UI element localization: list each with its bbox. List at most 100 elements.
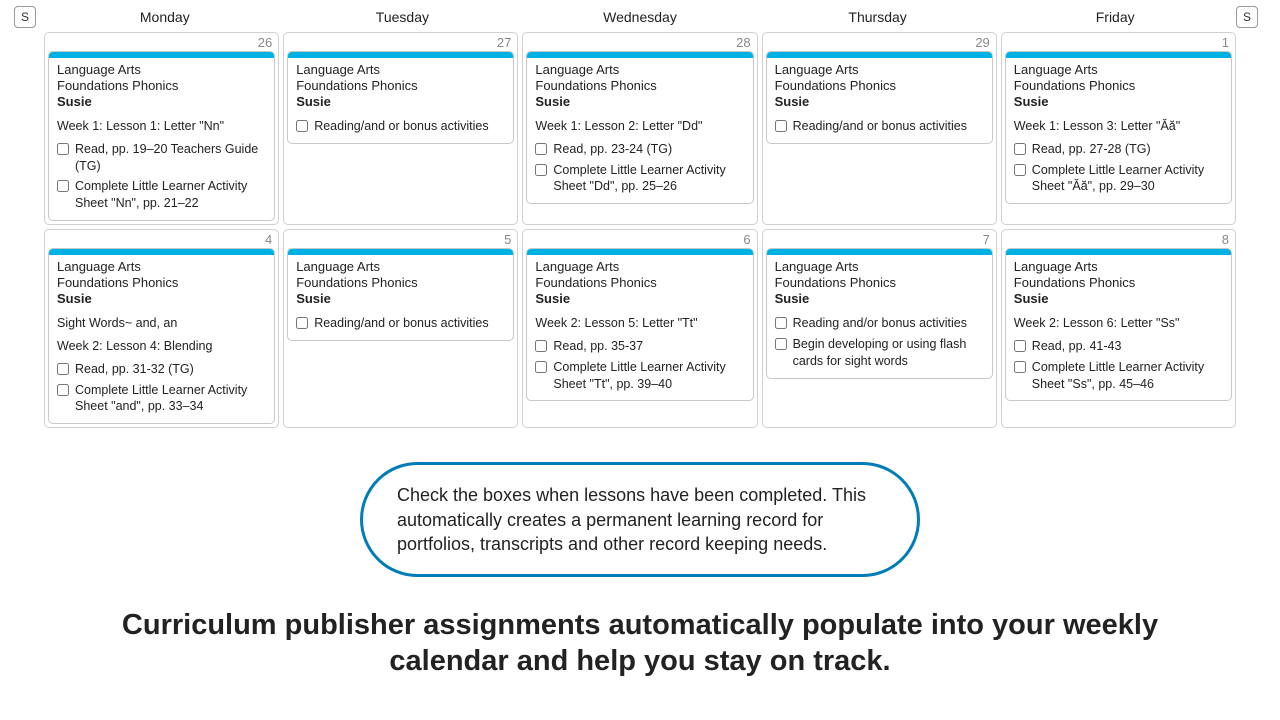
task-checkbox[interactable] bbox=[57, 363, 69, 375]
lesson-card[interactable]: Language ArtsFoundations PhonicsSusieWee… bbox=[1005, 248, 1232, 401]
day-cell[interactable]: 27Language ArtsFoundations PhonicsSusieR… bbox=[283, 32, 518, 225]
task-text: Reading/and or bonus activities bbox=[314, 118, 505, 135]
card-body: Week 1: Lesson 3: Letter "Ăă"Read, pp. 2… bbox=[1006, 116, 1231, 204]
lesson-title: Week 1: Lesson 3: Letter "Ăă" bbox=[1012, 116, 1225, 139]
task-checkbox[interactable] bbox=[1014, 164, 1026, 176]
subject-label: Language Arts bbox=[1014, 259, 1223, 275]
card-header: Language ArtsFoundations PhonicsSusie bbox=[288, 255, 513, 313]
lesson-card[interactable]: Language ArtsFoundations PhonicsSusieRea… bbox=[287, 248, 514, 341]
course-label: Foundations Phonics bbox=[296, 275, 505, 291]
lesson-card[interactable]: Language ArtsFoundations PhonicsSusieWee… bbox=[526, 248, 753, 401]
card-body: Week 2: Lesson 5: Letter "Tt"Read, pp. 3… bbox=[527, 313, 752, 401]
task-item: Read, pp. 35-37 bbox=[533, 336, 746, 357]
task-item: Read, pp. 23-24 (TG) bbox=[533, 139, 746, 160]
task-checkbox[interactable] bbox=[535, 164, 547, 176]
card-body: Reading/and or bonus activities bbox=[767, 116, 992, 143]
task-item: Reading/and or bonus activities bbox=[773, 116, 986, 137]
task-item: Read, pp. 41-43 bbox=[1012, 336, 1225, 357]
task-checkbox[interactable] bbox=[775, 338, 787, 350]
card-body: Week 1: Lesson 2: Letter "Dd" Read, pp. 2… bbox=[527, 116, 752, 204]
card-header: Language ArtsFoundations PhonicsSusie bbox=[288, 58, 513, 116]
saturday-toggle-button[interactable]: S bbox=[14, 6, 36, 28]
task-checkbox[interactable] bbox=[535, 143, 547, 155]
task-item: Complete Little Learner Activity Sheet "… bbox=[1012, 160, 1225, 198]
student-name: Susie bbox=[775, 291, 984, 307]
card-header: Language ArtsFoundations PhonicsSusie bbox=[527, 58, 752, 116]
task-checkbox[interactable] bbox=[296, 317, 308, 329]
date-number: 5 bbox=[504, 232, 511, 247]
day-cell[interactable]: 7Language ArtsFoundations PhonicsSusieRe… bbox=[762, 229, 997, 428]
date-number: 26 bbox=[258, 35, 272, 50]
lesson-card[interactable]: Language ArtsFoundations PhonicsSusieWee… bbox=[1005, 51, 1232, 204]
day-cell[interactable]: 5Language ArtsFoundations PhonicsSusieRe… bbox=[283, 229, 518, 428]
task-item: Complete Little Learner Activity Sheet "… bbox=[55, 176, 268, 214]
lesson-card[interactable]: Language ArtsFoundations PhonicsSusieRea… bbox=[766, 248, 993, 378]
lesson-card[interactable]: Language ArtsFoundations PhonicsSusieRea… bbox=[766, 51, 993, 144]
day-header-mon: Monday bbox=[48, 7, 282, 27]
day-cell[interactable]: 28Language ArtsFoundations PhonicsSusieW… bbox=[522, 32, 757, 225]
task-checkbox[interactable] bbox=[1014, 340, 1026, 352]
day-cell[interactable]: 29Language ArtsFoundations PhonicsSusieR… bbox=[762, 32, 997, 225]
day-header-thu: Thursday bbox=[761, 7, 995, 27]
date-number: 6 bbox=[743, 232, 750, 247]
student-name: Susie bbox=[775, 94, 984, 110]
sunday-toggle-button[interactable]: S bbox=[1236, 6, 1258, 28]
day-cell[interactable]: 26Language ArtsFoundations PhonicsSusieW… bbox=[44, 32, 279, 225]
calendar-view: S Monday Tuesday Wednesday Thursday Frid… bbox=[0, 0, 1280, 428]
info-callout: Check the boxes when lessons have been c… bbox=[360, 462, 920, 577]
task-text: Complete Little Learner Activity Sheet "… bbox=[553, 359, 744, 393]
course-label: Foundations Phonics bbox=[1014, 275, 1223, 291]
task-item: Reading/and or bonus activities bbox=[294, 313, 507, 334]
subject-label: Language Arts bbox=[1014, 62, 1223, 78]
task-checkbox[interactable] bbox=[57, 180, 69, 192]
day-header-fri: Friday bbox=[998, 7, 1232, 27]
callout-container: Check the boxes when lessons have been c… bbox=[0, 462, 1280, 577]
task-checkbox[interactable] bbox=[775, 317, 787, 329]
course-label: Foundations Phonics bbox=[1014, 78, 1223, 94]
task-text: Begin developing or using flash cards fo… bbox=[793, 336, 984, 370]
student-name: Susie bbox=[296, 94, 505, 110]
week-row: 4Language ArtsFoundations PhonicsSusieSi… bbox=[44, 229, 1236, 428]
card-body: Reading/and or bonus activities bbox=[288, 313, 513, 340]
day-cell[interactable]: 6Language ArtsFoundations PhonicsSusieWe… bbox=[522, 229, 757, 428]
card-body: Week 2: Lesson 6: Letter "Ss"Read, pp. 4… bbox=[1006, 313, 1231, 401]
course-label: Foundations Phonics bbox=[775, 78, 984, 94]
task-checkbox[interactable] bbox=[535, 361, 547, 373]
date-number: 7 bbox=[983, 232, 990, 247]
task-checkbox[interactable] bbox=[1014, 143, 1026, 155]
student-name: Susie bbox=[57, 291, 266, 307]
task-text: Read, pp. 35-37 bbox=[553, 338, 744, 355]
date-number: 4 bbox=[265, 232, 272, 247]
subject-label: Language Arts bbox=[535, 259, 744, 275]
task-checkbox[interactable] bbox=[535, 340, 547, 352]
lesson-card[interactable]: Language ArtsFoundations PhonicsSusieWee… bbox=[48, 51, 275, 221]
task-text: Read, pp. 23-24 (TG) bbox=[553, 141, 744, 158]
task-item: Complete Little Learner Activity Sheet "… bbox=[1012, 357, 1225, 395]
day-cell[interactable]: 8Language ArtsFoundations PhonicsSusieWe… bbox=[1001, 229, 1236, 428]
task-item: Read, pp. 27-28 (TG) bbox=[1012, 139, 1225, 160]
lesson-title: Week 1: Lesson 2: Letter "Dd" bbox=[533, 116, 746, 139]
day-header-tue: Tuesday bbox=[286, 7, 520, 27]
student-name: Susie bbox=[535, 291, 744, 307]
task-text: Complete Little Learner Activity Sheet "… bbox=[553, 162, 744, 196]
tagline-text: Curriculum publisher assignments automat… bbox=[60, 607, 1220, 680]
day-cell[interactable]: 1Language ArtsFoundations PhonicsSusieWe… bbox=[1001, 32, 1236, 225]
student-name: Susie bbox=[535, 94, 744, 110]
day-cell[interactable]: 4Language ArtsFoundations PhonicsSusieSi… bbox=[44, 229, 279, 428]
card-header: Language ArtsFoundations PhonicsSusie bbox=[49, 255, 274, 313]
lesson-card[interactable]: Language ArtsFoundations PhonicsSusieSig… bbox=[48, 248, 275, 424]
student-name: Susie bbox=[1014, 94, 1223, 110]
task-checkbox[interactable] bbox=[57, 143, 69, 155]
student-name: Susie bbox=[1014, 291, 1223, 307]
card-body: Week 1: Lesson 1: Letter "Nn"Read, pp. 1… bbox=[49, 116, 274, 220]
card-header: Language ArtsFoundations PhonicsSusie bbox=[1006, 255, 1231, 313]
task-checkbox[interactable] bbox=[57, 384, 69, 396]
date-number: 8 bbox=[1222, 232, 1229, 247]
card-header: Language ArtsFoundations PhonicsSusie bbox=[1006, 58, 1231, 116]
task-checkbox[interactable] bbox=[1014, 361, 1026, 373]
day-header-wed: Wednesday bbox=[523, 7, 757, 27]
lesson-card[interactable]: Language ArtsFoundations PhonicsSusie Rea… bbox=[287, 51, 514, 144]
task-checkbox[interactable] bbox=[775, 120, 787, 132]
lesson-card[interactable]: Language ArtsFoundations PhonicsSusieWee… bbox=[526, 51, 753, 204]
task-checkbox[interactable] bbox=[296, 120, 308, 132]
